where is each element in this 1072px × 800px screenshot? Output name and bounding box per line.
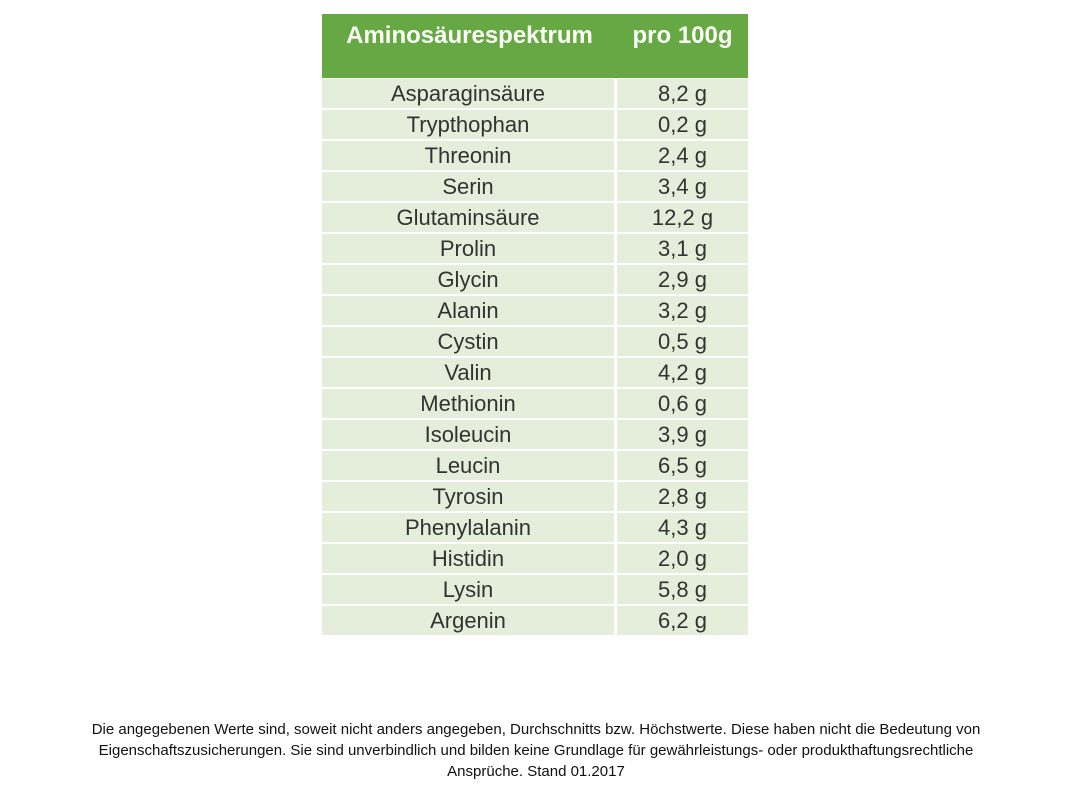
amino-amount-cell: 5,8 g bbox=[617, 575, 748, 604]
table-row: Prolin 3,1 g bbox=[322, 234, 748, 263]
amino-name-cell: Cystin bbox=[322, 327, 614, 356]
table-row: Phenylalanin 4,3 g bbox=[322, 513, 748, 542]
table-header: Aminosäurespektrum pro 100g bbox=[322, 14, 748, 78]
disclaimer-line: Eigenschaftszusicherungen. Sie sind unve… bbox=[98, 742, 974, 759]
amino-name-cell: Prolin bbox=[322, 234, 614, 263]
table-row: Valin 4,2 g bbox=[322, 358, 748, 387]
amino-name-cell: Tyrosin bbox=[322, 482, 614, 511]
table-row: Argenin 6,2 g bbox=[322, 606, 748, 635]
table-row: Glycin 2,9 g bbox=[322, 265, 748, 294]
amino-amount-cell: 2,9 g bbox=[617, 265, 748, 294]
amino-amount-cell: 8,2 g bbox=[617, 79, 748, 108]
amino-name-cell: Methionin bbox=[322, 389, 614, 418]
amino-name-cell: Glutaminsäure bbox=[322, 203, 614, 232]
disclaimer-text: Die angegebenen Werte sind, soweit nicht… bbox=[0, 719, 1072, 782]
amino-name-cell: Histidin bbox=[322, 544, 614, 573]
amino-name-cell: Argenin bbox=[322, 606, 614, 635]
amino-amount-cell: 3,1 g bbox=[617, 234, 748, 263]
amino-amount-cell: 2,0 g bbox=[617, 544, 748, 573]
amino-amount-cell: 0,6 g bbox=[617, 389, 748, 418]
amino-name-cell: Valin bbox=[322, 358, 614, 387]
amino-amount-cell: 4,2 g bbox=[617, 358, 748, 387]
amino-amount-cell: 0,2 g bbox=[617, 110, 748, 139]
amino-amount-cell: 3,2 g bbox=[617, 296, 748, 325]
amino-amount-cell: 6,2 g bbox=[617, 606, 748, 635]
amino-name-cell: Threonin bbox=[322, 141, 614, 170]
table-row: Alanin 3,2 g bbox=[322, 296, 748, 325]
amino-amount-cell: 12,2 g bbox=[617, 203, 748, 232]
table-row: Glutaminsäure 12,2 g bbox=[322, 203, 748, 232]
table-row: Histidin 2,0 g bbox=[322, 544, 748, 573]
amino-name-cell: Leucin bbox=[322, 451, 614, 480]
amino-name-cell: Serin bbox=[322, 172, 614, 201]
table-header-title: Aminosäurespektrum bbox=[346, 22, 593, 49]
table-row: Asparaginsäure 8,2 g bbox=[322, 79, 748, 108]
amino-amount-cell: 3,9 g bbox=[617, 420, 748, 449]
table-row: Isoleucin 3,9 g bbox=[322, 420, 748, 449]
table-row: Methionin 0,6 g bbox=[322, 389, 748, 418]
amino-amount-cell: 6,5 g bbox=[617, 451, 748, 480]
table-body: Asparaginsäure 8,2 g Trypthophan 0,2 g T… bbox=[322, 79, 748, 635]
table-row: Tyrosin 2,8 g bbox=[322, 482, 748, 511]
amino-name-cell: Glycin bbox=[322, 265, 614, 294]
table-row: Serin 3,4 g bbox=[322, 172, 748, 201]
amino-amount-cell: 3,4 g bbox=[617, 172, 748, 201]
amino-name-cell: Phenylalanin bbox=[322, 513, 614, 542]
table-row: Lysin 5,8 g bbox=[322, 575, 748, 604]
amino-amount-cell: 2,4 g bbox=[617, 141, 748, 170]
amino-acid-table: Aminosäurespektrum pro 100g Asparaginsäu… bbox=[322, 14, 748, 635]
amino-name-cell: Trypthophan bbox=[322, 110, 614, 139]
table-row: Trypthophan 0,2 g bbox=[322, 110, 748, 139]
table-header-unit: pro 100g bbox=[632, 22, 733, 49]
disclaimer-line: Die angegebenen Werte sind, soweit nicht… bbox=[91, 721, 981, 738]
amino-amount-cell: 2,8 g bbox=[617, 482, 748, 511]
table-row: Leucin 6,5 g bbox=[322, 451, 748, 480]
amino-name-cell: Lysin bbox=[322, 575, 614, 604]
table-row: Threonin 2,4 g bbox=[322, 141, 748, 170]
table-row: Cystin 0,5 g bbox=[322, 327, 748, 356]
amino-amount-cell: 4,3 g bbox=[617, 513, 748, 542]
amino-amount-cell: 0,5 g bbox=[617, 327, 748, 356]
amino-name-cell: Alanin bbox=[322, 296, 614, 325]
amino-name-cell: Isoleucin bbox=[322, 420, 614, 449]
amino-name-cell: Asparaginsäure bbox=[322, 79, 614, 108]
disclaimer-line: Ansprüche. Stand 01.2017 bbox=[447, 763, 625, 780]
